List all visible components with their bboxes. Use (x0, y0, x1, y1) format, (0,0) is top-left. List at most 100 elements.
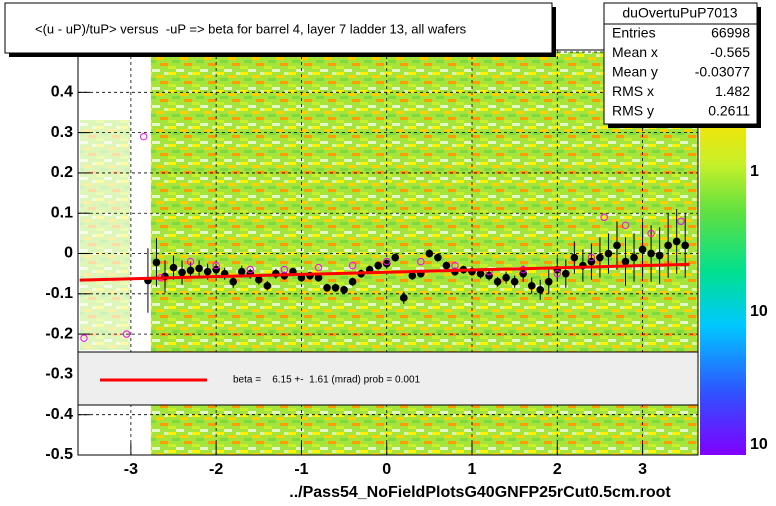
profile-point (647, 249, 655, 258)
stats-value: -0.03077 (695, 64, 750, 80)
y-tick-label: -0.4 (45, 406, 73, 423)
fit-line (79, 262, 690, 282)
y-tick-label: 0.2 (51, 164, 73, 181)
z-tick-label: 10 (750, 303, 768, 320)
profile-point (382, 259, 391, 268)
x-tick-label: -3 (124, 461, 138, 478)
open-point (314, 263, 323, 272)
stats-value: -0.565 (710, 44, 750, 60)
profile-point (425, 249, 434, 258)
profile-point (587, 257, 596, 266)
profile-point (203, 267, 212, 276)
y-tick-label: 0.4 (51, 84, 73, 101)
y-tick-label: 0 (64, 245, 73, 262)
x-tick-label: 2 (553, 461, 562, 478)
open-point (677, 217, 685, 225)
profile-point (374, 261, 382, 270)
profile-point (596, 253, 604, 262)
open-point (600, 213, 608, 221)
open-point (212, 261, 220, 270)
open-point (647, 229, 655, 238)
stats-value: 0.2611 (708, 103, 750, 119)
profile-point (502, 273, 510, 282)
profile-point (604, 249, 613, 258)
open-point (348, 261, 357, 270)
x-tick-label: 0 (382, 461, 391, 478)
open-point (80, 334, 88, 342)
profile-point (323, 283, 331, 292)
profile-point (263, 281, 272, 290)
stats-value: 66998 (711, 25, 750, 41)
open-point (417, 257, 425, 266)
profile-point (493, 277, 502, 286)
profile-point (664, 241, 672, 250)
stats-value: 1.482 (715, 83, 750, 99)
profile-point (519, 269, 527, 278)
profile-point (408, 271, 417, 280)
x-tick-label: 1 (468, 461, 477, 478)
stats-key: Entries (612, 25, 656, 41)
open-point (139, 132, 148, 141)
y-tick-label: -0.2 (45, 325, 73, 342)
profile-point (681, 241, 690, 250)
title-box (4, 2, 553, 54)
profile-point (229, 277, 238, 286)
z-tick-label: 1 (750, 163, 759, 180)
profile-point (434, 253, 442, 262)
legend: beta = 6.15 +- 1.61 (mrad) prob = 0.001 (100, 375, 420, 386)
y-tick-label: 0.3 (51, 124, 73, 141)
open-point (186, 257, 195, 266)
profile-point (399, 294, 408, 302)
x-axis-label: ../Pass54_NoFieldPlotsG40GNFP25rCut0.5cm… (289, 484, 671, 501)
profile-point (476, 269, 485, 278)
profile-point (212, 265, 220, 274)
profile-point (348, 277, 357, 286)
y-tick-label: -0.5 (45, 446, 73, 463)
z-tick-label: 10 (750, 436, 768, 453)
open-point (451, 261, 459, 270)
profile-point (314, 273, 323, 282)
profile-point (655, 251, 664, 260)
open-point (553, 269, 561, 278)
profile-point (340, 285, 348, 294)
stats-key: RMS x (612, 83, 654, 99)
stats-key: Mean y (612, 64, 658, 80)
stats-box (603, 2, 758, 125)
profile-point (562, 269, 570, 278)
profile-point (237, 267, 246, 276)
profile-point (152, 258, 161, 267)
open-point (122, 330, 131, 338)
profile-point (638, 245, 647, 254)
profile-point (536, 285, 545, 294)
y-tick-label: -0.1 (45, 285, 73, 302)
legend-label: beta = 6.15 +- 1.61 (mrad) prob = 0.001 (233, 375, 420, 386)
stats-title: duOvertuPuP7013 (622, 5, 737, 21)
profile-point (442, 261, 451, 270)
profile-point (672, 237, 681, 246)
open-point (383, 257, 391, 266)
open-point (587, 253, 596, 262)
stats-key: Mean x (612, 44, 658, 60)
profile-point (331, 283, 340, 292)
profile-point (485, 271, 493, 280)
profile-point (254, 275, 263, 284)
profile-point (621, 257, 630, 266)
profile-point (527, 281, 536, 290)
profile-point (510, 277, 519, 286)
x-tick-label: -2 (209, 461, 223, 478)
profile-point (178, 268, 186, 277)
profile-point (613, 241, 621, 250)
profile-point (544, 277, 553, 286)
y-tick-label: -0.3 (45, 366, 73, 383)
histogram-cells-sparse (80, 120, 130, 350)
open-point (246, 265, 254, 274)
open-point (621, 221, 630, 230)
stats-key: RMS y (612, 103, 654, 119)
y-tick-label: 0.1 (51, 204, 73, 221)
profile-point (195, 264, 203, 273)
x-tick-label: 3 (638, 461, 647, 478)
profile-point (570, 253, 579, 262)
x-tick-label: -1 (294, 461, 308, 478)
chart-title: <(u - uP)/tuP> versus -uP => beta for ba… (35, 21, 467, 36)
